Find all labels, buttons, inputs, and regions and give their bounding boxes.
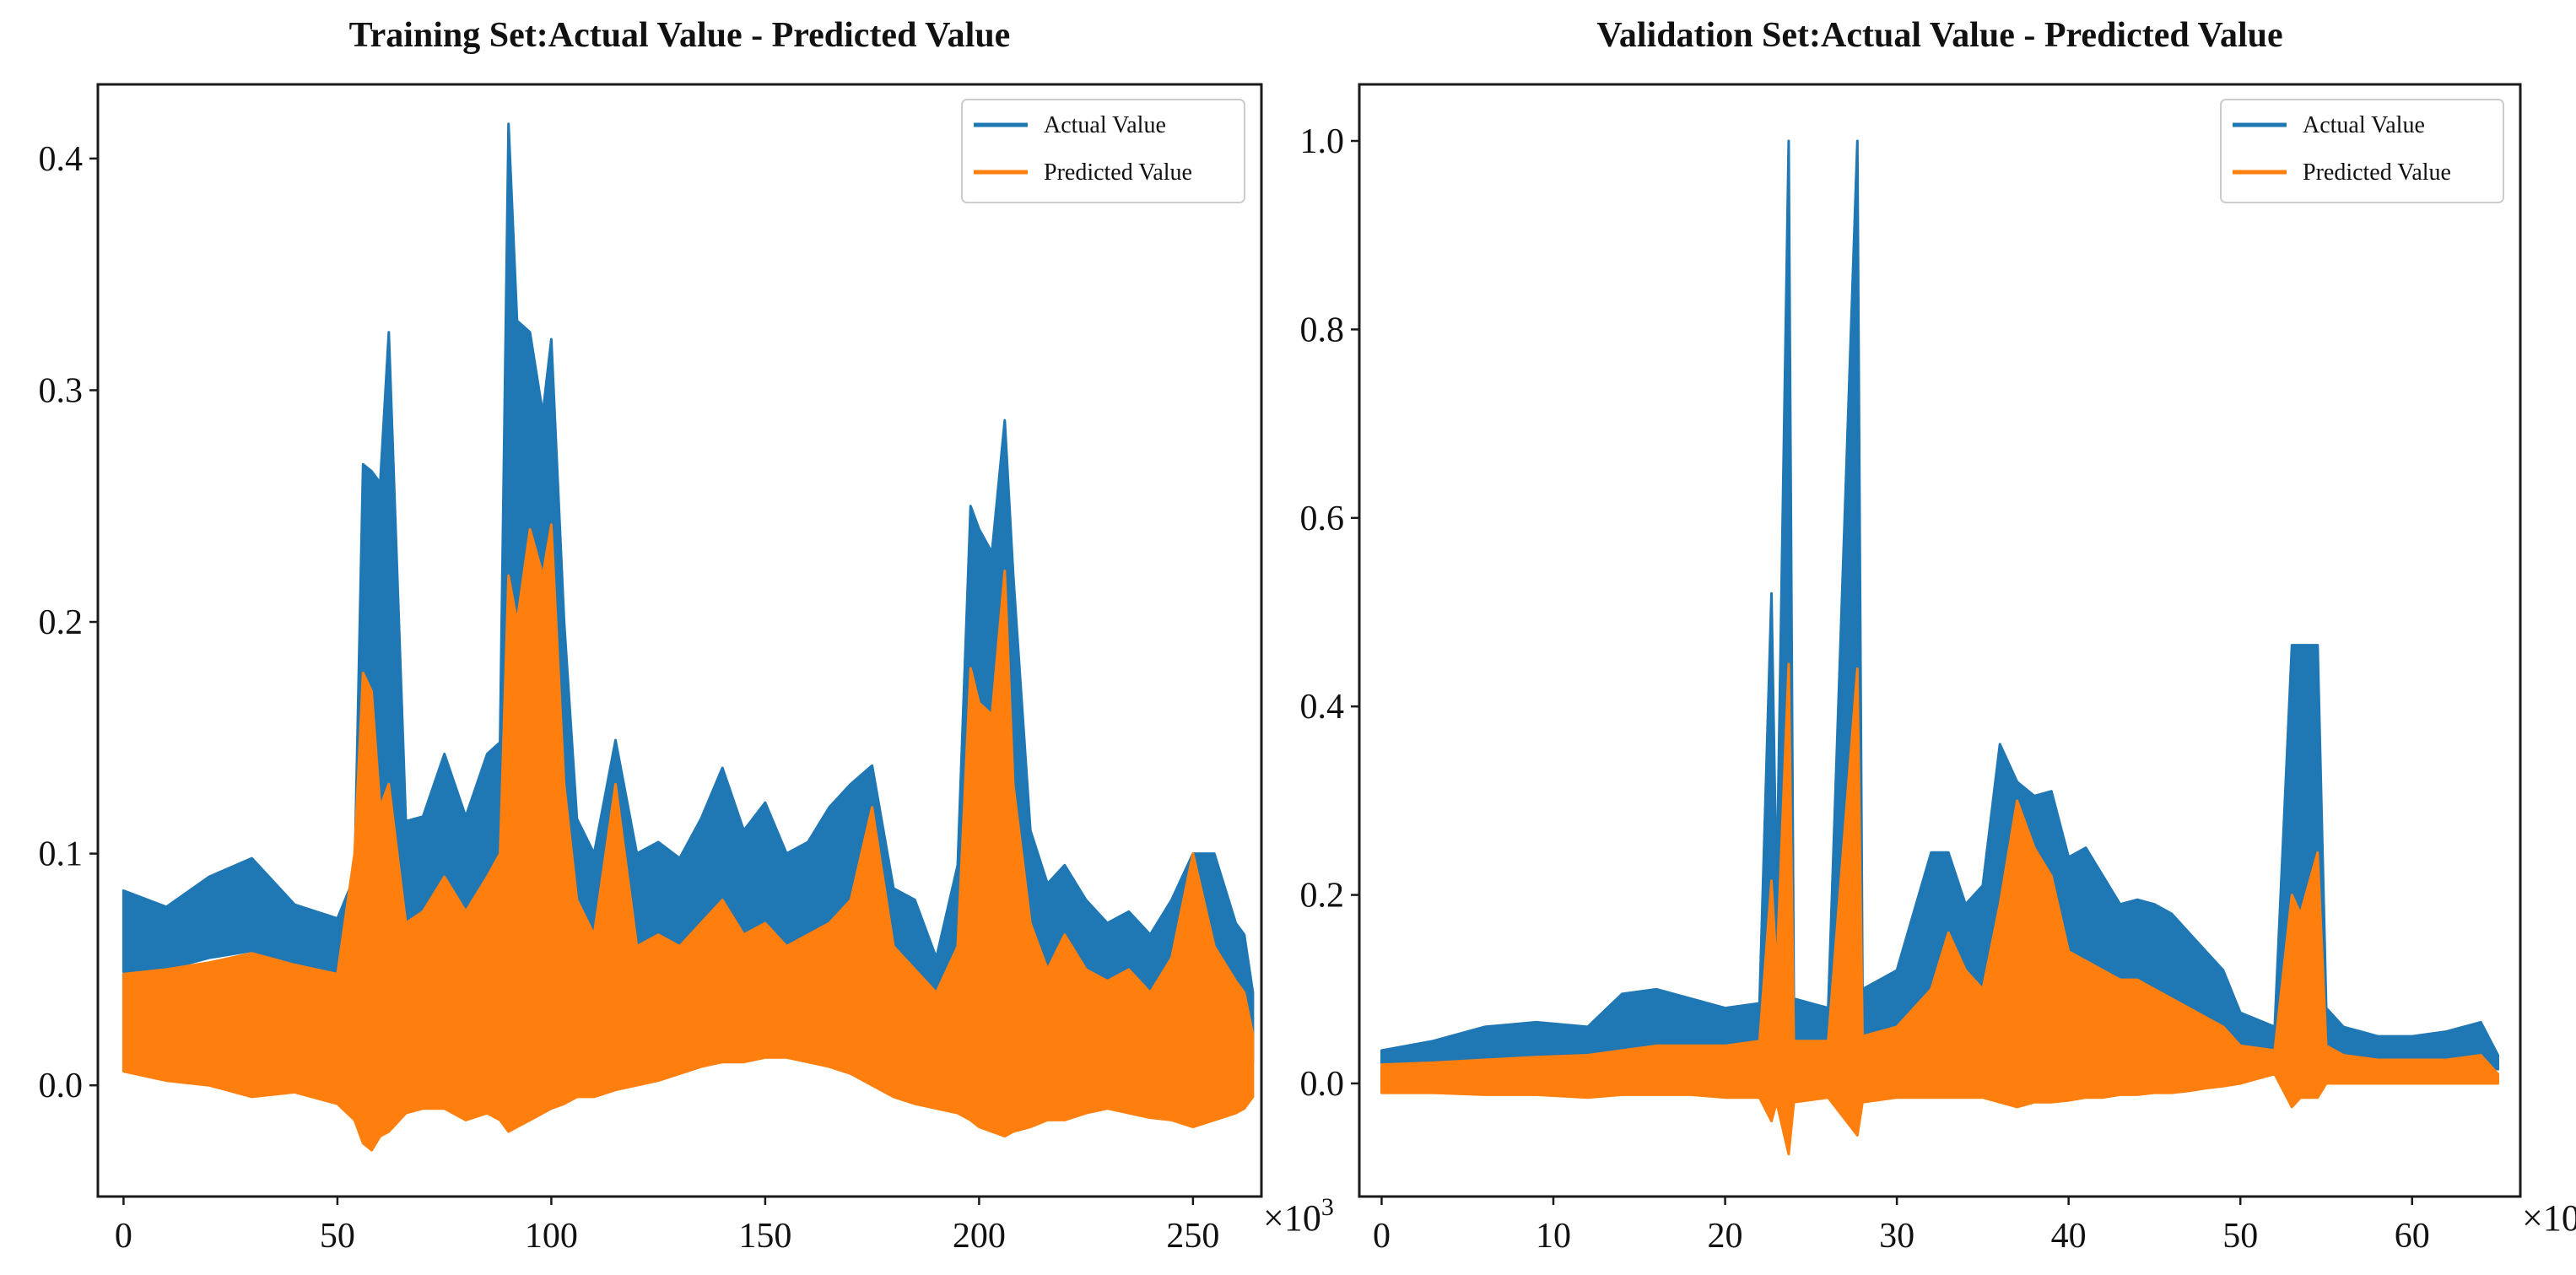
legend-label: Predicted Value [2303, 159, 2451, 186]
y-tick-label: 0.0 [1300, 1065, 1345, 1104]
y-tick-label: 0.4 [39, 140, 84, 179]
chart-panel-2: Validation Set:Actual Value - Predicted … [1300, 16, 2576, 1256]
x-tick-label: 10 [1536, 1217, 1571, 1256]
plot-area [1380, 139, 2499, 1156]
y-tick-label: 0.0 [39, 1067, 84, 1105]
x-tick-label: 0 [1373, 1217, 1391, 1256]
axes-frame [1358, 83, 2522, 1198]
x-tick-label: 0 [115, 1217, 132, 1256]
legend: Actual Value Predicted Value [2220, 99, 2504, 203]
legend-box [2220, 99, 2504, 203]
legend: Actual Value Predicted Value [961, 99, 1245, 203]
series-predicted-band [122, 523, 1255, 1152]
series-actual-band [122, 122, 1255, 1064]
x-tick-label: 200 [953, 1217, 1006, 1256]
y-tick-label: 0.2 [1300, 877, 1345, 916]
x-tick-label: 30 [1879, 1217, 1914, 1256]
x-tick-label: 50 [320, 1217, 355, 1256]
x-tick-label: 20 [1708, 1217, 1743, 1256]
x-tick-label: 250 [1166, 1217, 1219, 1256]
y-tick-label: 0.8 [1300, 311, 1345, 349]
y-tick-label: 0.2 [39, 603, 84, 642]
y-tick-label: 1.0 [1300, 122, 1345, 161]
y-tick-label: 0.6 [1300, 500, 1345, 538]
series-predicted-band [1380, 662, 2499, 1156]
legend-label: Actual Value [1044, 112, 1166, 138]
y-tick-label: 0.4 [1300, 688, 1345, 727]
x-tick-label: 150 [738, 1217, 791, 1256]
axes-frame [96, 83, 1263, 1198]
x-tick-label: 50 [2222, 1217, 2258, 1256]
legend-label: Predicted Value [1044, 159, 1192, 186]
series-actual-band [1380, 139, 2499, 1071]
x-tick-label: 60 [2395, 1217, 2430, 1256]
chart-title: Training Set:Actual Value - Predicted Va… [349, 16, 1011, 55]
plot-area [122, 122, 1255, 1152]
chart-title: Validation Set:Actual Value - Predicted … [1596, 16, 2282, 55]
legend-label: Actual Value [2303, 112, 2425, 138]
chart-panel-1: Training Set:Actual Value - Predicted Va… [39, 16, 1334, 1256]
x-tick-label: 100 [525, 1217, 578, 1256]
x-tick-label: 40 [2051, 1217, 2087, 1256]
x-multiplier: ×103 [2522, 1193, 2576, 1239]
x-multiplier: ×103 [1263, 1193, 1334, 1239]
y-tick-label: 0.1 [39, 835, 84, 874]
y-tick-label: 0.3 [39, 371, 84, 410]
legend-box [961, 99, 1245, 203]
